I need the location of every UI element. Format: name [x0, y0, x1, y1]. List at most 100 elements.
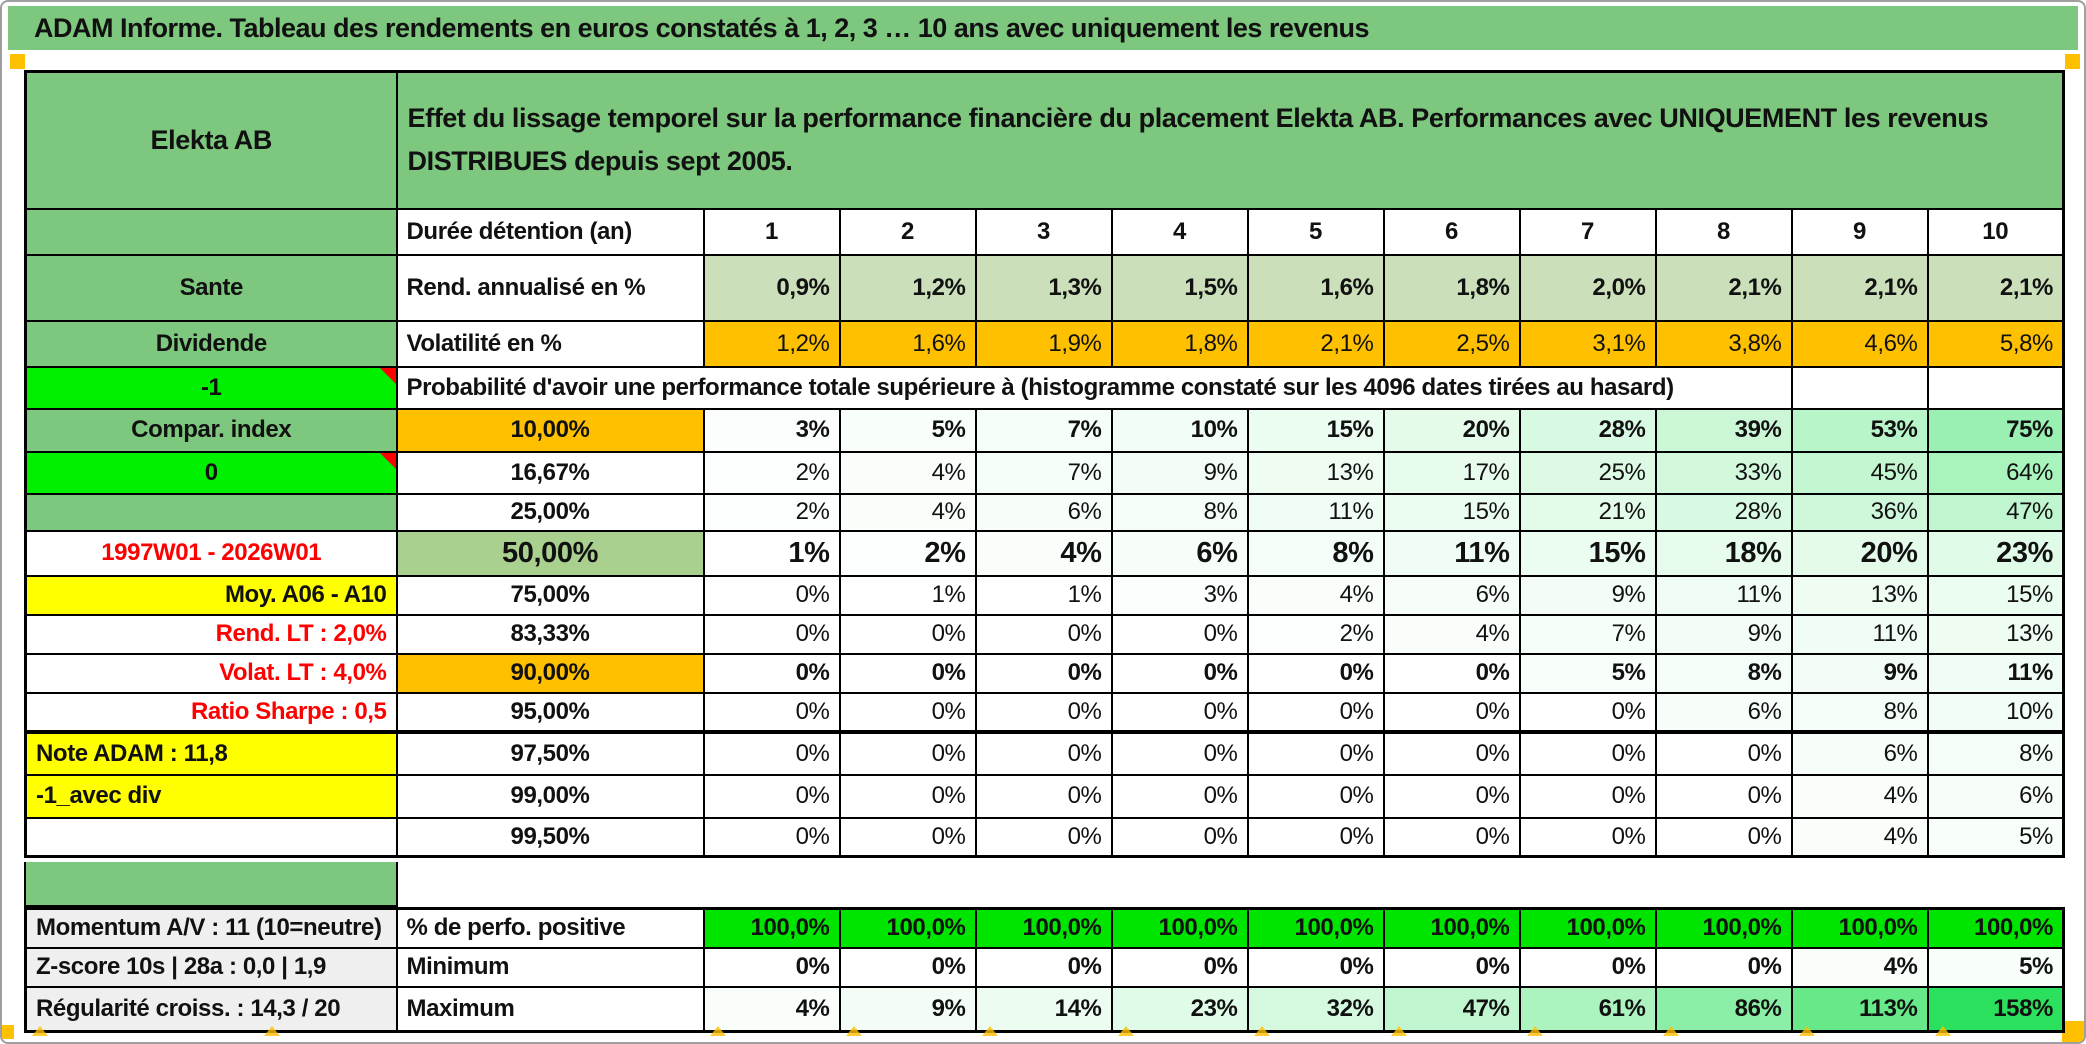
value-cell[interactable]: 53% — [1790, 407, 1929, 453]
value-cell[interactable]: 45% — [1790, 450, 1929, 495]
value-cell[interactable]: 0% — [1518, 773, 1657, 819]
value-cell[interactable]: 0% — [1246, 652, 1385, 694]
value-cell[interactable]: 14% — [974, 985, 1113, 1033]
value-cell[interactable]: 0% — [1518, 691, 1657, 734]
value-cell[interactable]: 0% — [838, 691, 977, 734]
value-cell[interactable]: 36% — [1790, 492, 1929, 532]
row-label-cell[interactable]: Sante — [24, 253, 398, 322]
duration-cell[interactable]: 3 — [974, 207, 1113, 256]
value-cell[interactable]: 113% — [1790, 985, 1929, 1033]
value-cell[interactable]: 15% — [1246, 407, 1385, 453]
value-cell[interactable]: 9% — [1110, 450, 1249, 495]
value-cell[interactable]: 4% — [1790, 773, 1929, 819]
value-cell[interactable]: 0% — [974, 773, 1113, 819]
value-cell[interactable]: 47% — [1382, 985, 1521, 1033]
value-cell[interactable]: 2,1% — [1654, 253, 1793, 322]
value-cell[interactable]: 0% — [838, 730, 977, 776]
value-cell[interactable]: 0% — [974, 613, 1113, 655]
value-cell[interactable]: 5% — [1518, 652, 1657, 694]
value-cell[interactable]: 20% — [1382, 407, 1521, 453]
value-cell[interactable]: 23% — [1110, 985, 1249, 1033]
duration-cell[interactable]: 6 — [1382, 207, 1521, 256]
value-cell[interactable]: 1% — [702, 529, 841, 577]
duration-cell[interactable]: 2 — [838, 207, 977, 256]
value-cell[interactable]: 8% — [1246, 529, 1385, 577]
value-cell[interactable]: 5% — [1926, 946, 2065, 988]
row-header-cell[interactable]: 97,50% — [395, 730, 705, 776]
row-label-cell[interactable] — [24, 207, 398, 256]
value-cell[interactable]: 0% — [1110, 816, 1249, 858]
value-cell[interactable]: 6% — [1382, 574, 1521, 616]
value-cell[interactable]: 0% — [1110, 691, 1249, 734]
row-header-cell[interactable]: Minimum — [395, 946, 705, 988]
row-header-cell[interactable]: 75,00% — [395, 574, 705, 616]
value-cell[interactable]: 15% — [1382, 492, 1521, 532]
value-cell[interactable]: 2,1% — [1926, 253, 2065, 322]
value-cell[interactable]: 6% — [1926, 773, 2065, 819]
value-cell[interactable]: 1,8% — [1110, 319, 1249, 368]
value-cell[interactable]: 0% — [1654, 773, 1793, 819]
value-cell[interactable]: 0% — [702, 730, 841, 776]
value-cell[interactable]: 0% — [838, 816, 977, 858]
value-cell[interactable]: 8% — [1110, 492, 1249, 532]
row-label-cell[interactable]: Volat. LT : 4,0% — [24, 652, 398, 694]
duration-cell[interactable]: 5 — [1246, 207, 1385, 256]
value-cell[interactable]: 0% — [702, 691, 841, 734]
value-cell[interactable]: 39% — [1654, 407, 1793, 453]
value-cell[interactable]: 0% — [1246, 773, 1385, 819]
row-header-cell[interactable]: 90,00% — [395, 652, 705, 694]
value-cell[interactable]: 7% — [974, 450, 1113, 495]
value-cell[interactable]: 2% — [702, 450, 841, 495]
product-name-cell[interactable]: Elekta AB — [24, 70, 398, 210]
value-cell[interactable]: 4% — [838, 492, 977, 532]
value-cell[interactable]: 1,5% — [1110, 253, 1249, 322]
row-header-cell[interactable]: 50,00% — [395, 529, 705, 577]
value-cell[interactable]: 0% — [1382, 816, 1521, 858]
value-cell[interactable]: 5% — [1926, 816, 2065, 858]
value-cell[interactable]: 1% — [974, 574, 1113, 616]
value-cell[interactable]: 11% — [1654, 574, 1793, 616]
empty-cell[interactable] — [1790, 365, 1929, 410]
value-cell[interactable]: 21% — [1518, 492, 1657, 532]
value-cell[interactable]: 6% — [974, 492, 1113, 532]
value-cell[interactable]: 0% — [1246, 816, 1385, 858]
value-cell[interactable]: 32% — [1246, 985, 1385, 1033]
value-cell[interactable]: 11% — [1790, 613, 1929, 655]
value-cell[interactable]: 0% — [1518, 730, 1657, 776]
value-cell[interactable]: 0% — [1110, 773, 1249, 819]
value-cell[interactable]: 2,5% — [1382, 319, 1521, 368]
probability-note-cell[interactable]: Probabilité d'avoir une performance tota… — [395, 365, 1793, 410]
value-cell[interactable]: 1% — [838, 574, 977, 616]
value-cell[interactable]: 2,0% — [1518, 253, 1657, 322]
value-cell[interactable]: 28% — [1654, 492, 1793, 532]
value-cell[interactable]: 100,0% — [1926, 907, 2065, 949]
empty-cell[interactable] — [1926, 365, 2065, 410]
row-label-cell[interactable] — [24, 492, 398, 532]
row-label-cell[interactable]: -1_avec div — [24, 773, 398, 819]
value-cell[interactable]: 18% — [1654, 529, 1793, 577]
value-cell[interactable]: 100,0% — [1518, 907, 1657, 949]
value-cell[interactable]: 6% — [1110, 529, 1249, 577]
value-cell[interactable]: 6% — [1790, 730, 1929, 776]
value-cell[interactable]: 0% — [1382, 773, 1521, 819]
value-cell[interactable]: 9% — [1790, 652, 1929, 694]
value-cell[interactable]: 2% — [1246, 613, 1385, 655]
value-cell[interactable]: 0% — [702, 946, 841, 988]
value-cell[interactable]: 8% — [1654, 652, 1793, 694]
value-cell[interactable]: 8% — [1790, 691, 1929, 734]
value-cell[interactable]: 0% — [1110, 652, 1249, 694]
value-cell[interactable]: 100,0% — [702, 907, 841, 949]
value-cell[interactable]: 13% — [1790, 574, 1929, 616]
value-cell[interactable]: 3% — [1110, 574, 1249, 616]
value-cell[interactable]: 0% — [838, 613, 977, 655]
table-description-cell[interactable]: Effet du lissage temporel sur la perform… — [395, 70, 2065, 210]
value-cell[interactable]: 1,9% — [974, 319, 1113, 368]
value-cell[interactable]: 9% — [838, 985, 977, 1033]
value-cell[interactable]: 0% — [838, 946, 977, 988]
value-cell[interactable]: 0% — [1518, 946, 1657, 988]
value-cell[interactable]: 3% — [702, 407, 841, 453]
value-cell[interactable]: 13% — [1926, 613, 2065, 655]
value-cell[interactable]: 8% — [1926, 730, 2065, 776]
value-cell[interactable]: 86% — [1654, 985, 1793, 1033]
value-cell[interactable]: 1,2% — [838, 253, 977, 322]
